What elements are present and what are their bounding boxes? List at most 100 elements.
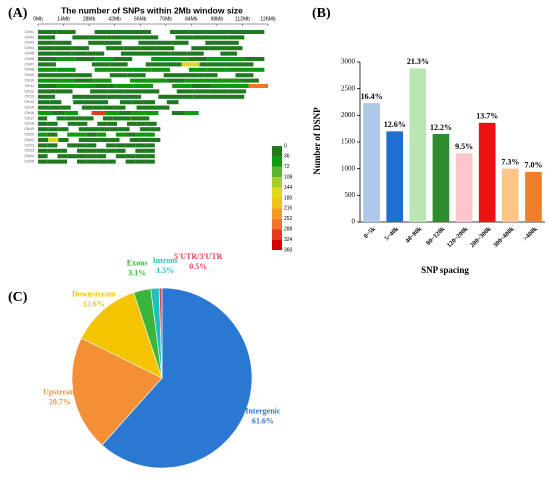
window-cell bbox=[61, 100, 74, 105]
window-cell bbox=[228, 89, 247, 94]
window-cell bbox=[47, 121, 58, 126]
window-cell bbox=[38, 105, 49, 110]
x-tick-label: 126Mb bbox=[260, 16, 276, 22]
window-cell bbox=[89, 35, 107, 40]
window-cell bbox=[78, 138, 89, 142]
window-cell bbox=[67, 148, 77, 153]
window-cell bbox=[163, 62, 182, 67]
window-cell bbox=[113, 67, 133, 72]
colorbar-swatch bbox=[272, 177, 282, 188]
window-cell bbox=[132, 57, 152, 61]
window-cell bbox=[99, 127, 110, 132]
window-cell bbox=[38, 84, 58, 88]
window-cell bbox=[57, 143, 68, 148]
window-cell bbox=[207, 67, 227, 72]
window-cell bbox=[57, 121, 68, 126]
window-cell bbox=[55, 94, 73, 99]
window-cell bbox=[55, 46, 73, 51]
window-cell bbox=[38, 67, 57, 72]
pie-value-label: 0.5% bbox=[189, 262, 207, 271]
y-axis-label: Number of DSNP bbox=[312, 107, 322, 175]
window-cell bbox=[47, 159, 58, 164]
window-cell bbox=[96, 154, 107, 159]
window-cell bbox=[88, 40, 105, 45]
window-cell bbox=[125, 132, 136, 137]
window-cell bbox=[76, 84, 96, 88]
row-label: Chr04 bbox=[24, 46, 34, 50]
row-label: Chr18 bbox=[24, 122, 34, 126]
x-tick-label: 0Mb bbox=[33, 16, 43, 22]
bar bbox=[478, 122, 496, 222]
window-cell bbox=[158, 111, 172, 115]
window-cell bbox=[76, 143, 87, 148]
colorbar-swatch bbox=[272, 208, 282, 219]
x-tick-label: >400k bbox=[522, 225, 539, 242]
window-cell bbox=[248, 84, 268, 88]
window-cell bbox=[132, 67, 152, 72]
window-cell bbox=[106, 148, 116, 153]
x-tick-label: 300~400k bbox=[492, 225, 516, 249]
window-cell bbox=[78, 127, 89, 132]
window-cell bbox=[153, 84, 173, 88]
window-cell bbox=[170, 57, 189, 61]
window-cell bbox=[55, 73, 74, 78]
colorbar-label: 288 bbox=[284, 227, 293, 233]
colorbar-label: 324 bbox=[284, 237, 293, 243]
window-cell bbox=[96, 143, 107, 148]
window-cell bbox=[170, 51, 188, 56]
window-cell bbox=[114, 105, 126, 110]
window-cell bbox=[129, 127, 140, 132]
window-cell bbox=[87, 121, 98, 126]
row-label: Chr15 bbox=[24, 106, 34, 110]
window-cell bbox=[121, 116, 131, 121]
window-cell bbox=[143, 100, 156, 105]
window-cell bbox=[55, 89, 73, 94]
window-cell bbox=[55, 62, 74, 67]
window-cell bbox=[38, 89, 56, 94]
colorbar-swatch bbox=[272, 218, 282, 230]
window-cell bbox=[88, 138, 100, 142]
window-cell bbox=[145, 154, 155, 159]
window-cell bbox=[68, 138, 79, 142]
window-cell bbox=[130, 116, 141, 121]
window-cell bbox=[94, 30, 114, 34]
window-cell bbox=[73, 100, 85, 105]
window-cell bbox=[125, 105, 137, 110]
window-cell bbox=[140, 46, 158, 51]
window-cell bbox=[135, 148, 146, 153]
window-cell bbox=[199, 73, 218, 78]
window-cell bbox=[38, 40, 55, 45]
window-cell bbox=[245, 67, 265, 72]
window-cell bbox=[191, 84, 211, 88]
window-cell bbox=[89, 46, 107, 51]
window-cell bbox=[235, 62, 254, 67]
window-cell bbox=[106, 154, 116, 159]
row-label: Chr11 bbox=[25, 84, 34, 88]
pie-slice bbox=[71, 337, 163, 446]
window-cell bbox=[175, 94, 193, 99]
window-cell bbox=[146, 121, 157, 126]
window-cell bbox=[38, 62, 56, 67]
window-cell bbox=[109, 73, 128, 78]
window-cell bbox=[166, 78, 186, 83]
window-cell bbox=[67, 132, 77, 137]
window-cell bbox=[89, 94, 107, 99]
window-cell bbox=[93, 116, 103, 121]
window-cell bbox=[38, 138, 49, 142]
window-cell bbox=[109, 127, 120, 132]
window-cell bbox=[107, 89, 125, 94]
window-cell bbox=[96, 159, 107, 164]
window-cell bbox=[38, 127, 49, 132]
window-cell bbox=[73, 73, 92, 78]
window-cell bbox=[68, 127, 79, 132]
window-cell bbox=[163, 73, 182, 78]
window-cell bbox=[64, 111, 79, 115]
window-cell bbox=[56, 78, 75, 83]
colorbar-swatch bbox=[272, 156, 282, 167]
window-cell bbox=[86, 132, 97, 137]
window-cell bbox=[145, 143, 155, 148]
window-cell bbox=[47, 143, 58, 148]
window-cell bbox=[154, 51, 171, 56]
window-cell bbox=[129, 138, 140, 142]
window-cell bbox=[226, 57, 246, 61]
